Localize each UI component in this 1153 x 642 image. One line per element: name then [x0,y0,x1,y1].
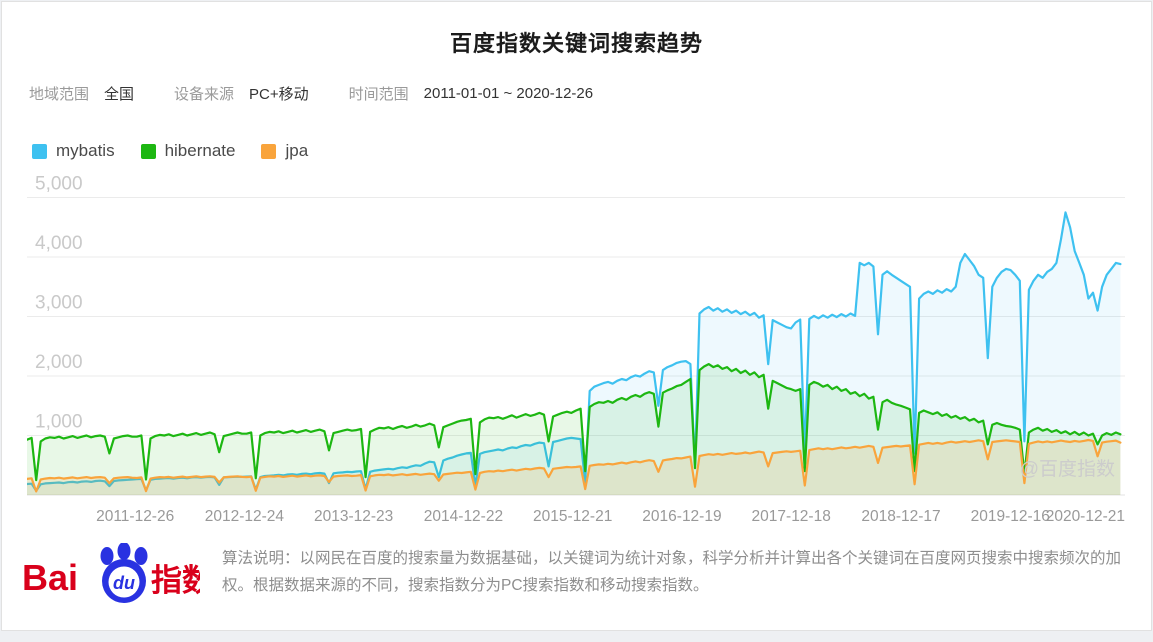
svg-text:2011-12-26: 2011-12-26 [96,508,174,525]
legend-swatch-hibernate [140,143,156,159]
device-filter-label: 设备来源 [174,86,235,103]
legend-item-mybatis[interactable]: mybatis [32,141,115,161]
chart-legend: mybatis hibernate jpa [32,141,1151,161]
time-filter-value[interactable]: 2011-01-01 ~ 2020-12-26 [423,85,594,102]
page-title: 百度指数关键词搜索趋势 [449,31,703,56]
svg-text:5,000: 5,000 [35,175,83,195]
algorithm-description: 算法说明：以网民在百度的搜索量为数据基础，以关键词为统计对象，科学分析并计算出各… [222,550,1122,594]
filter-bar: 地域范围 全国 设备来源 PC+移动 时间范围 2011-01-01 ~ 202… [29,83,1151,104]
baidu-index-logo[interactable]: Bai du 指数 [22,543,200,605]
legend-label: mybatis [56,141,115,160]
footer: Bai du 指数 算法说明：以网民在百度的搜索量为数据基础，以关键词为统计对象… [22,543,1151,605]
svg-text:2019-12-16: 2019-12-16 [971,508,1050,525]
region-filter-value[interactable]: 全国 [104,86,135,103]
trend-chart[interactable]: 1,000 2,000 3,000 4,000 5,000 2011-12-26 2012-… [27,175,1127,527]
legend-swatch-jpa [261,143,277,159]
paw-icon: du [100,543,148,603]
svg-text:2014-12-22: 2014-12-22 [424,508,503,525]
svg-text:2,000: 2,000 [35,352,83,373]
svg-text:2016-12-19: 2016-12-19 [642,508,721,525]
svg-text:1,000: 1,000 [35,412,83,433]
svg-text:du: du [113,573,135,593]
logo-text-bai: Bai [22,557,78,598]
svg-text:2017-12-18: 2017-12-18 [752,508,831,525]
svg-text:2015-12-21: 2015-12-21 [533,508,612,525]
svg-text:2020-12-21: 2020-12-21 [1046,508,1125,525]
logo-text-zhishu: 指数 [151,563,200,598]
trend-chart-svg: 1,000 2,000 3,000 4,000 5,000 2011-12-26 2012-… [27,175,1125,525]
region-filter-label: 地域范围 [29,86,90,103]
legend-swatch-mybatis [32,143,47,159]
device-filter-value[interactable]: PC+移动 [249,86,309,103]
svg-text:2018-12-17: 2018-12-17 [861,508,940,525]
svg-text:4,000: 4,000 [35,233,83,254]
legend-label: hibernate [164,141,236,160]
time-filter-label: 时间范围 [348,86,409,103]
svg-text:3,000: 3,000 [35,293,83,314]
legend-item-hibernate[interactable]: hibernate [140,141,236,161]
legend-label: jpa [285,141,309,160]
legend-item-jpa[interactable]: jpa [261,141,308,161]
index-card: 百度指数关键词搜索趋势 地域范围 全国 设备来源 PC+移动 时间范围 2011… [1,1,1152,631]
svg-text:2012-12-24: 2012-12-24 [205,508,285,525]
svg-text:2013-12-23: 2013-12-23 [314,508,393,525]
